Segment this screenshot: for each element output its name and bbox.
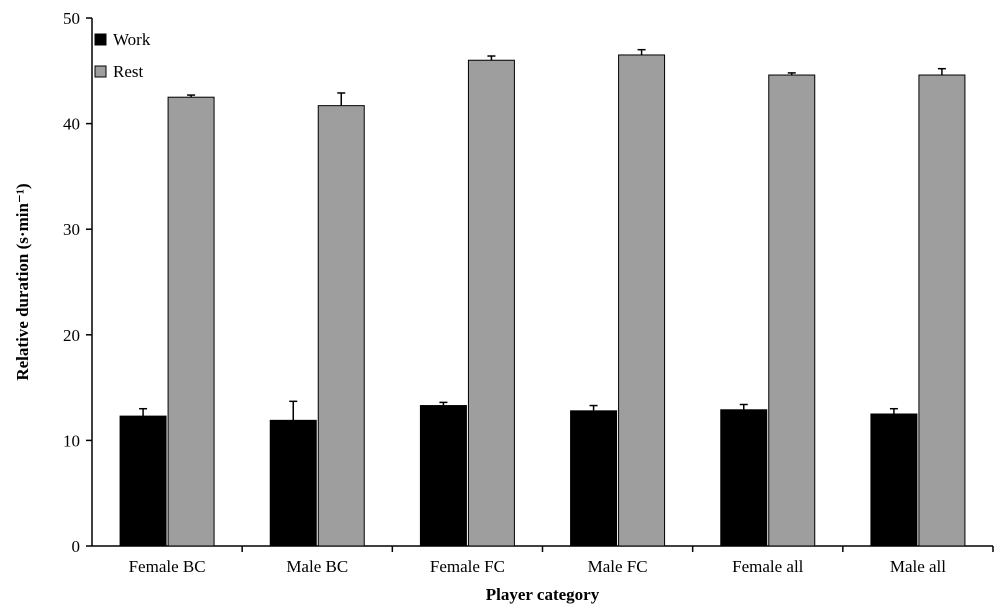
bar-rest [167, 96, 215, 547]
bar-work [870, 413, 918, 547]
legend-label-rest: Rest [113, 62, 144, 81]
bar-rest [918, 74, 966, 547]
x-axis-title: Player category [486, 585, 600, 604]
y-tick-label: 30 [63, 220, 80, 239]
axes [91, 18, 993, 547]
y-tick-label: 10 [63, 431, 80, 450]
bar-work [570, 410, 618, 547]
bar-rest [618, 54, 666, 547]
x-tick-label: Female all [732, 557, 804, 576]
x-tick-label: Female BC [129, 557, 206, 576]
x-tick-label: Male all [890, 557, 946, 576]
x-tick-label: Male FC [588, 557, 648, 576]
bars [119, 54, 966, 547]
y-axis-ticks: 0 10 20 30 40 50 [63, 9, 92, 556]
y-axis-title: Relative duration (s·min⁻¹) [13, 183, 32, 380]
y-tick-label: 40 [63, 115, 80, 134]
bar-work [269, 419, 317, 547]
x-axis-ticks: Female BC Male BC Female FC Male FC Female a… [129, 546, 994, 576]
y-tick-label: 50 [63, 9, 80, 28]
y-tick-label: 0 [72, 537, 81, 556]
bar-work [419, 405, 467, 547]
bar-rest [317, 105, 365, 547]
x-tick-label: Male BC [286, 557, 348, 576]
y-tick-label: 20 [63, 326, 80, 345]
bar-work [119, 415, 167, 547]
bar-rest [467, 59, 515, 547]
legend-swatch-rest [94, 65, 107, 78]
legend: Work Rest [94, 30, 151, 81]
x-tick-label: Female FC [430, 557, 505, 576]
bar-rest [768, 74, 816, 547]
bar-work [720, 409, 768, 547]
error-bars [139, 48, 946, 421]
legend-label-work: Work [113, 30, 151, 49]
legend-swatch-work [94, 33, 107, 46]
